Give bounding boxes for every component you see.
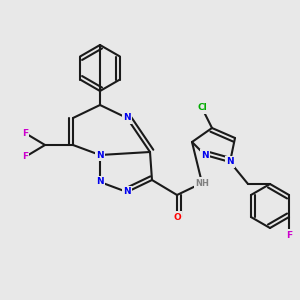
Text: F: F	[22, 152, 28, 161]
Text: O: O	[173, 212, 181, 221]
Text: Cl: Cl	[197, 103, 207, 112]
Text: N: N	[226, 158, 234, 166]
Text: F: F	[286, 230, 292, 239]
Text: N: N	[201, 151, 209, 160]
Text: F: F	[22, 128, 28, 137]
Text: N: N	[96, 178, 104, 187]
Text: N: N	[123, 188, 131, 196]
Text: NH: NH	[195, 178, 209, 188]
Text: N: N	[96, 151, 104, 160]
Text: N: N	[123, 113, 131, 122]
